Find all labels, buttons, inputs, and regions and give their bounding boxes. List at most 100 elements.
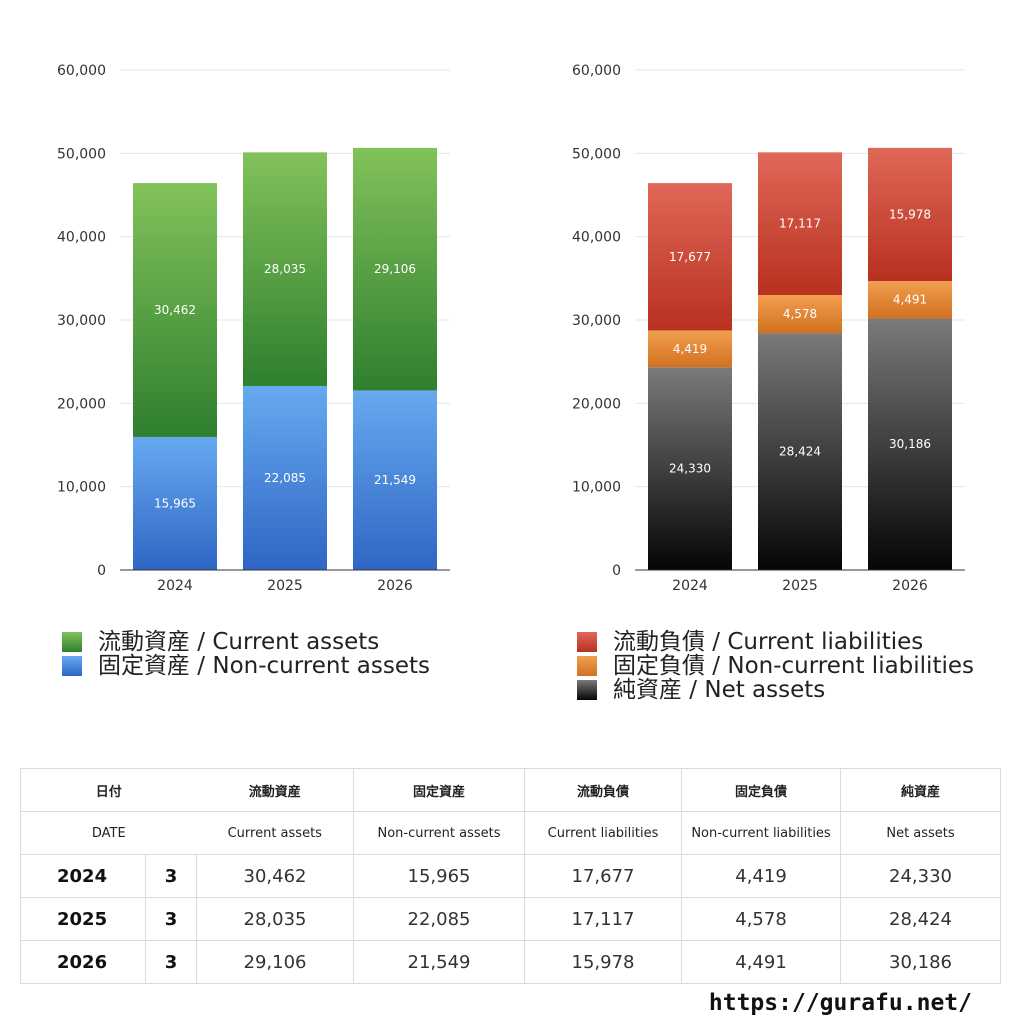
bar-segment — [868, 281, 952, 319]
row-year: 2026 — [20, 940, 146, 984]
y-tick-label: 0 — [97, 563, 106, 579]
data-label: 17,117 — [779, 217, 821, 231]
y-tick-label: 50,000 — [572, 146, 621, 162]
table-row: 2024 3 30,462 15,965 17,677 4,419 24,330 — [20, 854, 1002, 898]
cell-non-current-assets: 22,085 — [353, 897, 526, 941]
cell-current-assets: 29,106 — [196, 940, 355, 984]
data-label: 4,419 — [673, 342, 707, 356]
row-month: 3 — [144, 940, 198, 984]
legend-swatch — [62, 656, 82, 676]
data-label: 21,549 — [374, 473, 416, 487]
legend-label: 固定負債 / Non-current liabilities — [613, 653, 974, 679]
data-label: 28,424 — [779, 445, 821, 459]
row-month: 3 — [144, 854, 198, 898]
data-label: 24,330 — [669, 462, 711, 476]
bar-segment — [868, 147, 952, 282]
legend-item-current-assets: 流動資産 / Current assets — [62, 630, 430, 654]
data-label: 15,978 — [889, 207, 931, 221]
site-url: https://gurafu.net/ — [708, 990, 972, 1016]
legend-label: 流動資産 / Current assets — [98, 629, 380, 655]
y-tick-label: 30,000 — [57, 313, 106, 329]
header-non-current-assets-en: Non-current assets — [353, 811, 526, 855]
legend-item-current-liabilities: 流動負債 / Current liabilities — [577, 630, 974, 654]
row-year: 2024 — [20, 854, 146, 898]
header-current-assets-jp: 流動資産 — [196, 768, 355, 812]
x-tick-label: 2026 — [892, 578, 928, 594]
legend-swatch — [62, 632, 82, 652]
y-tick-label: 40,000 — [572, 230, 621, 246]
header-current-liabilities-jp: 流動負債 — [524, 768, 683, 812]
data-table: 日付 流動資産 固定資産 流動負債 固定負債 純資産 DATE Current … — [19, 768, 1002, 984]
legend-label: 流動負債 / Current liabilities — [613, 629, 924, 655]
data-label: 29,106 — [374, 262, 416, 276]
legend-item-non-current-assets: 固定資産 / Non-current assets — [62, 654, 430, 678]
bar-segment — [133, 436, 217, 570]
cell-net-assets: 24,330 — [840, 854, 1002, 898]
y-tick-label: 10,000 — [572, 480, 621, 496]
bar-segment — [133, 183, 217, 437]
table-row: 2025 3 28,035 22,085 17,117 4,578 28,424 — [20, 897, 1002, 941]
header-non-current-liabilities-en: Non-current liabilities — [681, 811, 842, 855]
bar-segment — [648, 367, 732, 570]
liabilities-netassets-stacked-bar-chart: 0 10,000 20,000 30,000 40,000 50,000 60,000 24,… — [572, 63, 965, 594]
header-non-current-assets-jp: 固定資産 — [353, 768, 526, 812]
y-tick-label: 40,000 — [57, 230, 106, 246]
data-label: 22,085 — [264, 471, 306, 485]
cell-net-assets: 30,186 — [840, 940, 1002, 984]
x-tick-label: 2024 — [672, 578, 708, 594]
cell-current-liabilities: 17,677 — [524, 854, 683, 898]
y-tick-label: 20,000 — [572, 396, 621, 412]
bar-segment — [758, 333, 842, 570]
header-net-assets-jp: 純資産 — [840, 768, 1002, 812]
bar-segment — [758, 152, 842, 295]
cell-current-assets: 30,462 — [196, 854, 355, 898]
cell-current-liabilities: 17,117 — [524, 897, 683, 941]
cell-net-assets: 28,424 — [840, 897, 1002, 941]
assets-stacked-bar-chart: 0 10,000 20,000 30,000 40,000 50,000 60,000 15,… — [57, 63, 450, 594]
bar-segment — [648, 183, 732, 331]
bar-segment — [243, 152, 327, 386]
x-tick-label: 2024 — [157, 578, 193, 594]
y-tick-label: 0 — [612, 563, 621, 579]
header-current-assets-en: Current assets — [196, 811, 355, 855]
cell-non-current-liabilities: 4,578 — [681, 897, 842, 941]
bar-segment — [648, 330, 732, 368]
legend-label: 純資産 / Net assets — [613, 677, 826, 703]
header-non-current-liabilities-jp: 固定負債 — [681, 768, 842, 812]
liabilities-legend: 流動負債 / Current liabilities 固定負債 / Non-cu… — [577, 630, 974, 702]
y-tick-label: 20,000 — [57, 396, 106, 412]
bar-segment — [353, 390, 437, 570]
header-date-jp: 日付 — [19, 768, 197, 812]
legend-swatch — [577, 680, 597, 700]
legend-item-non-current-liabilities: 固定負債 / Non-current liabilities — [577, 654, 974, 678]
y-tick-label: 60,000 — [57, 63, 106, 79]
bar-segment — [353, 147, 437, 391]
header-current-liabilities-en: Current liabilities — [524, 811, 683, 855]
table-row: 2026 3 29,106 21,549 15,978 4,491 30,186 — [20, 940, 1002, 984]
data-label: 28,035 — [264, 262, 306, 276]
y-tick-label: 50,000 — [57, 146, 106, 162]
bar-segment — [868, 318, 952, 570]
x-tick-label: 2025 — [267, 578, 303, 594]
header-net-assets-en: Net assets — [840, 811, 1002, 855]
cell-non-current-assets: 21,549 — [353, 940, 526, 984]
row-year: 2025 — [20, 897, 146, 941]
table-header-row-en: DATE Current assets Non-current assets C… — [19, 811, 1002, 855]
data-label: 30,462 — [154, 303, 196, 317]
bar-segment — [758, 294, 842, 334]
y-tick-label: 60,000 — [572, 63, 621, 79]
data-label: 17,677 — [669, 250, 711, 264]
header-date-en: DATE — [19, 811, 197, 855]
data-label: 4,578 — [783, 307, 817, 321]
assets-legend: 流動資産 / Current assets 固定資産 / Non-current… — [62, 630, 430, 678]
data-label: 4,491 — [893, 293, 927, 307]
y-tick-label: 30,000 — [572, 313, 621, 329]
cell-non-current-liabilities: 4,491 — [681, 940, 842, 984]
legend-item-net-assets: 純資産 / Net assets — [577, 678, 974, 702]
cell-current-assets: 28,035 — [196, 897, 355, 941]
legend-label: 固定資産 / Non-current assets — [98, 653, 431, 679]
y-tick-label: 10,000 — [57, 480, 106, 496]
row-month: 3 — [144, 897, 198, 941]
data-label: 30,186 — [889, 437, 931, 451]
cell-non-current-assets: 15,965 — [353, 854, 526, 898]
